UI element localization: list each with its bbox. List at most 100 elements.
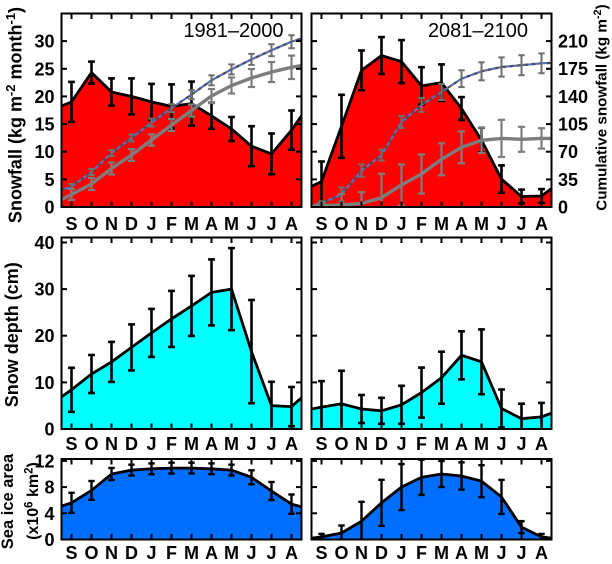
svg-text:140: 140: [558, 87, 588, 107]
svg-text:F: F: [166, 434, 177, 454]
svg-text:70: 70: [558, 142, 578, 162]
svg-text:N: N: [105, 543, 118, 563]
svg-text:J: J: [146, 543, 156, 563]
svg-text:5: 5: [44, 170, 54, 190]
svg-text:Sea ice area: Sea ice area: [0, 453, 17, 549]
svg-text:D: D: [125, 214, 138, 234]
svg-text:30: 30: [34, 280, 54, 300]
svg-text:20: 20: [34, 326, 54, 346]
svg-text:175: 175: [558, 59, 588, 79]
svg-text:A: A: [285, 543, 298, 563]
svg-text:M: M: [434, 543, 449, 563]
svg-text:25: 25: [34, 59, 54, 79]
svg-text:M: M: [184, 214, 199, 234]
svg-text:M: M: [434, 214, 449, 234]
svg-text:40: 40: [34, 233, 54, 253]
svg-text:S: S: [315, 434, 327, 454]
svg-text:2081–2100: 2081–2100: [428, 20, 528, 42]
svg-text:J: J: [516, 214, 526, 234]
svg-text:J: J: [266, 543, 276, 563]
svg-text:J: J: [266, 434, 276, 454]
svg-text:M: M: [474, 434, 489, 454]
svg-text:0: 0: [558, 198, 568, 218]
svg-text:Snowfall (kg m-2 month-1): Snowfall (kg m-2 month-1): [3, 7, 26, 223]
svg-text:J: J: [266, 214, 276, 234]
svg-text:J: J: [516, 434, 526, 454]
svg-text:J: J: [146, 214, 156, 234]
svg-text:F: F: [416, 434, 427, 454]
svg-text:A: A: [205, 214, 218, 234]
svg-text:J: J: [516, 543, 526, 563]
svg-text:20: 20: [34, 87, 54, 107]
svg-text:30: 30: [34, 32, 54, 52]
svg-text:A: A: [285, 434, 298, 454]
svg-text:J: J: [496, 434, 506, 454]
svg-text:105: 105: [558, 115, 588, 135]
svg-text:D: D: [375, 543, 388, 563]
svg-text:4: 4: [44, 504, 54, 524]
svg-text:1981–2000: 1981–2000: [183, 20, 283, 42]
svg-text:D: D: [125, 434, 138, 454]
svg-text:S: S: [65, 434, 77, 454]
svg-text:J: J: [496, 214, 506, 234]
svg-text:D: D: [375, 434, 388, 454]
svg-text:F: F: [416, 214, 427, 234]
svg-text:0: 0: [44, 420, 54, 440]
svg-text:J: J: [246, 214, 256, 234]
svg-text:D: D: [375, 214, 388, 234]
svg-text:A: A: [455, 214, 468, 234]
svg-text:M: M: [224, 543, 239, 563]
svg-text:D: D: [125, 543, 138, 563]
svg-text:O: O: [84, 214, 98, 234]
svg-text:J: J: [396, 543, 406, 563]
svg-text:M: M: [224, 434, 239, 454]
svg-text:O: O: [84, 434, 98, 454]
svg-text:O: O: [84, 543, 98, 563]
svg-text:10: 10: [34, 142, 54, 162]
svg-text:F: F: [416, 543, 427, 563]
svg-text:A: A: [455, 434, 468, 454]
svg-text:M: M: [184, 543, 199, 563]
svg-text:(x106 km2): (x106 km2): [24, 462, 43, 540]
svg-text:A: A: [205, 543, 218, 563]
svg-text:15: 15: [34, 115, 54, 135]
svg-text:M: M: [184, 434, 199, 454]
svg-text:J: J: [396, 214, 406, 234]
svg-text:F: F: [166, 214, 177, 234]
svg-text:N: N: [355, 543, 368, 563]
svg-text:N: N: [355, 214, 368, 234]
svg-text:0: 0: [44, 530, 54, 550]
svg-text:O: O: [334, 543, 348, 563]
svg-text:A: A: [535, 434, 548, 454]
svg-text:A: A: [205, 434, 218, 454]
svg-text:8: 8: [44, 478, 54, 498]
svg-text:0: 0: [44, 198, 54, 218]
svg-text:J: J: [246, 543, 256, 563]
svg-text:A: A: [535, 214, 548, 234]
svg-text:S: S: [315, 214, 327, 234]
svg-text:A: A: [455, 543, 468, 563]
svg-text:Cumulative snowfall (kg m-2): Cumulative snowfall (kg m-2): [592, 4, 611, 210]
svg-text:M: M: [474, 543, 489, 563]
svg-text:M: M: [224, 214, 239, 234]
svg-text:S: S: [65, 543, 77, 563]
svg-text:N: N: [105, 434, 118, 454]
svg-text:12: 12: [34, 451, 54, 471]
svg-text:N: N: [355, 434, 368, 454]
svg-text:J: J: [246, 434, 256, 454]
svg-text:J: J: [396, 434, 406, 454]
svg-text:M: M: [474, 214, 489, 234]
svg-text:J: J: [146, 434, 156, 454]
svg-text:35: 35: [558, 170, 578, 190]
svg-text:M: M: [434, 434, 449, 454]
svg-text:O: O: [334, 434, 348, 454]
svg-text:10: 10: [34, 373, 54, 393]
svg-text:210: 210: [558, 32, 588, 52]
svg-text:A: A: [285, 214, 298, 234]
svg-text:A: A: [535, 543, 548, 563]
svg-text:F: F: [166, 543, 177, 563]
svg-text:S: S: [315, 543, 327, 563]
svg-text:Snow depth (cm): Snow depth (cm): [2, 262, 22, 407]
svg-text:J: J: [496, 543, 506, 563]
svg-text:N: N: [105, 214, 118, 234]
